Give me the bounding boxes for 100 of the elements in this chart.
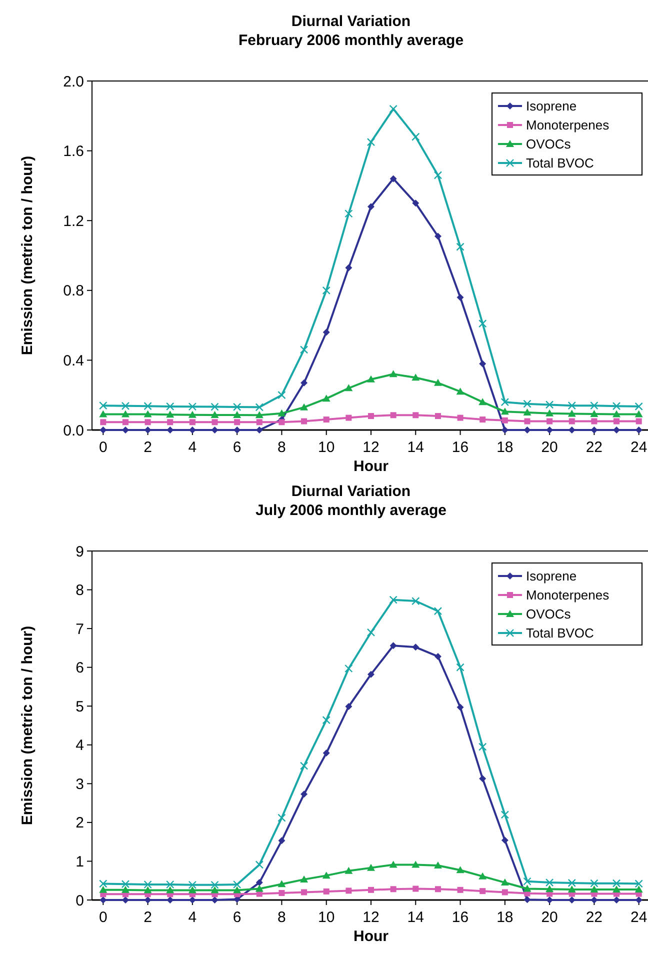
point [121, 880, 130, 888]
point [612, 879, 621, 888]
point [412, 132, 420, 141]
point [210, 886, 219, 894]
point [456, 294, 464, 301]
point [233, 410, 242, 418]
point [501, 426, 508, 434]
point [300, 762, 308, 770]
point [635, 426, 642, 434]
point [545, 400, 554, 409]
point [166, 426, 174, 434]
point [323, 888, 330, 894]
point [480, 888, 486, 894]
y-tick-label: 0.8 [63, 282, 84, 300]
point [278, 814, 286, 822]
x-tick-label: 12 [362, 439, 380, 456]
point [590, 401, 598, 410]
point [523, 408, 532, 416]
point [188, 410, 196, 418]
point [300, 790, 308, 798]
point [144, 880, 152, 889]
point [344, 210, 353, 218]
x-tick-label: 10 [318, 909, 335, 926]
point [255, 403, 264, 412]
point [502, 417, 508, 424]
point [568, 896, 576, 904]
point [367, 375, 375, 382]
y-tick-label: 0.0 [63, 422, 84, 440]
point [121, 410, 130, 418]
point [278, 837, 286, 844]
point [412, 412, 419, 418]
y-tick-label: 0.4 [63, 352, 84, 370]
chart-subtitle: July 2006 monthly average [256, 502, 446, 519]
point [568, 878, 576, 888]
point [390, 886, 396, 892]
point [166, 886, 174, 894]
point [211, 426, 218, 434]
point [322, 872, 330, 879]
x-tick-label: 14 [407, 909, 424, 926]
point [234, 419, 240, 426]
y-tick-label: 2.0 [63, 73, 84, 90]
point [344, 866, 353, 874]
legend-label: Isoprene [526, 568, 577, 584]
point [434, 171, 442, 180]
point [389, 104, 398, 114]
point [568, 886, 576, 893]
x-tick-label: 0 [98, 439, 108, 456]
legend-label: OVOCs [526, 606, 572, 622]
legend-label: Total BVOC [526, 626, 594, 641]
point [500, 878, 509, 886]
point [256, 419, 262, 426]
point [100, 426, 107, 434]
x-tick-label: 22 [586, 909, 603, 926]
point [500, 398, 510, 406]
point [390, 175, 397, 182]
point [322, 750, 330, 757]
point [634, 880, 643, 888]
point [99, 886, 108, 893]
point [500, 810, 510, 819]
point [300, 403, 308, 410]
point [434, 607, 442, 616]
point [368, 413, 374, 420]
x-tick-label: 4 [188, 909, 197, 926]
point [100, 896, 107, 904]
point [434, 886, 441, 892]
point [166, 410, 174, 418]
point [501, 836, 508, 844]
y-tick-label: 7 [76, 620, 84, 638]
point [99, 401, 108, 410]
point [256, 879, 263, 886]
point [255, 411, 264, 418]
point [434, 652, 442, 660]
point [188, 402, 197, 411]
point [210, 402, 219, 411]
y-tick-label: 1.2 [63, 212, 84, 230]
y-tick-label: 2 [76, 814, 84, 832]
point [166, 880, 174, 889]
point [121, 886, 130, 893]
x-axis-title: Hour [354, 928, 389, 945]
point [634, 402, 643, 411]
point [390, 642, 397, 650]
point [456, 242, 464, 251]
point [434, 378, 442, 386]
point [344, 384, 353, 392]
point [456, 663, 464, 672]
y-tick-label: 4 [76, 737, 84, 754]
point [301, 418, 308, 424]
point [636, 418, 642, 424]
point [478, 872, 487, 880]
point [366, 138, 376, 146]
point [412, 886, 419, 892]
x-tick-label: 14 [407, 439, 424, 456]
point [545, 878, 554, 887]
point [210, 410, 219, 418]
point [546, 885, 554, 892]
y-tick-label: 1 [76, 853, 84, 870]
x-tick-label: 24 [630, 909, 648, 926]
legend-label: Total BVOC [526, 156, 594, 171]
x-tick-label: 16 [452, 439, 469, 456]
point [300, 379, 308, 386]
